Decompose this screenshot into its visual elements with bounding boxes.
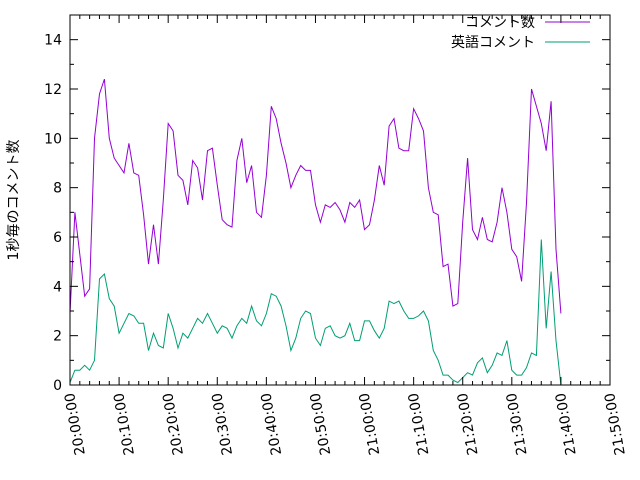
series-line-2	[69, 239, 562, 386]
y-tick-label: 4	[53, 279, 62, 295]
y-tick-label: 2	[53, 329, 62, 345]
series-layer	[69, 78, 562, 386]
y-tick-label: 8	[53, 181, 62, 197]
legend-label-1: コメント数	[465, 15, 535, 31]
plot-frame	[69, 14, 611, 386]
y-tick-label: 10	[44, 131, 62, 147]
y-tick-label: 0	[53, 378, 62, 394]
y-tick-label: 12	[44, 82, 62, 98]
y-axis-title: 1秒毎のコメント数	[6, 140, 22, 261]
y-tick-label: 6	[53, 230, 62, 246]
legend-label-2: 英語コメント	[451, 34, 535, 51]
y-tick-label: 14	[44, 33, 62, 49]
ticks-layer	[69, 15, 611, 386]
series-line-1	[69, 78, 562, 314]
